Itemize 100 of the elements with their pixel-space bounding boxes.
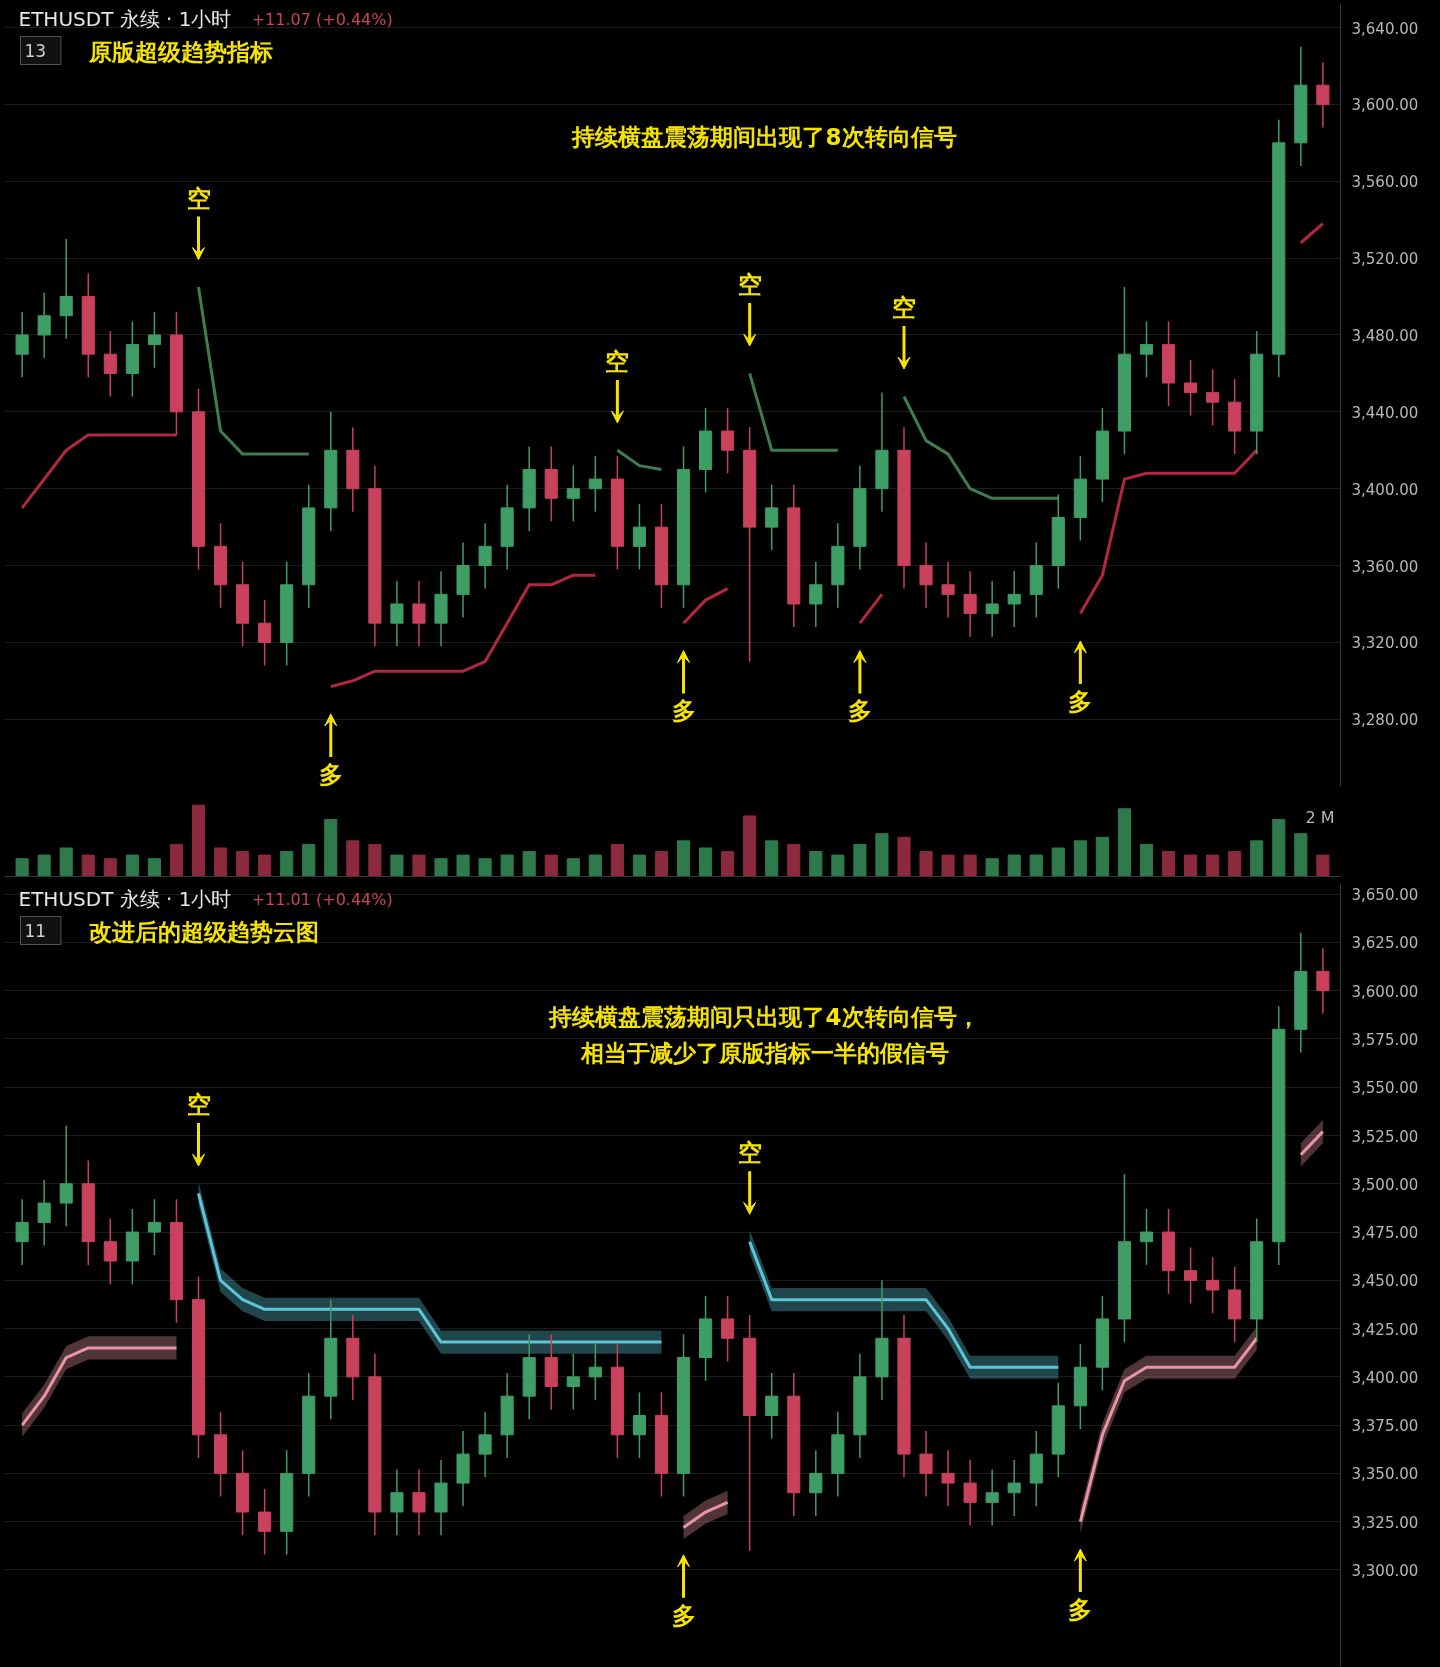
candlestick xyxy=(1184,1246,1198,1305)
candlestick xyxy=(809,560,823,628)
bar xyxy=(456,854,470,877)
bar xyxy=(522,851,536,877)
y-tick-label: 3,575.00 xyxy=(1351,1030,1419,1049)
bar xyxy=(236,851,250,877)
candlestick xyxy=(809,1449,823,1517)
chart-subtitle: ETHUSDT 永续 · 1小时 xyxy=(18,886,232,911)
candlestick xyxy=(15,311,29,378)
candlestick xyxy=(412,580,426,647)
bar xyxy=(1007,854,1021,877)
candlestick xyxy=(1184,359,1198,417)
bar xyxy=(721,851,735,877)
candlestick xyxy=(588,455,602,513)
y-tick-label: 3,300.00 xyxy=(1351,1561,1419,1580)
bar xyxy=(324,818,338,877)
bar xyxy=(390,854,404,877)
annotation: +11.01 (+0.44%) xyxy=(251,889,393,909)
y-tick-label: 3,320.00 xyxy=(1351,634,1419,653)
bar xyxy=(897,836,911,877)
candlestick xyxy=(721,407,735,475)
candlestick xyxy=(765,1372,779,1440)
y-tick-label: 3,450.00 xyxy=(1351,1272,1419,1291)
bar xyxy=(963,854,977,877)
y-tick-label: 3,650.00 xyxy=(1351,886,1419,905)
candlestick xyxy=(1316,947,1330,1015)
candlestick xyxy=(632,1391,646,1459)
candlestick xyxy=(390,1468,404,1536)
bar xyxy=(853,843,867,877)
candlestick xyxy=(478,522,492,590)
candlestick xyxy=(1139,320,1154,378)
y-tick-label: 3,400.00 xyxy=(1351,1368,1419,1387)
candlestick xyxy=(412,1468,426,1536)
candlestick xyxy=(985,1468,999,1527)
candlestick xyxy=(919,541,933,609)
annotation: 空 xyxy=(891,294,916,323)
bar xyxy=(1161,851,1176,877)
bar xyxy=(125,854,139,877)
bar xyxy=(280,851,294,877)
bar xyxy=(81,854,95,877)
annotation: 空 xyxy=(186,1091,211,1120)
annotation: 13 xyxy=(24,40,47,61)
candlestick xyxy=(1007,570,1021,628)
y-tick-label: 3,500.00 xyxy=(1351,1175,1419,1194)
bar xyxy=(258,854,272,877)
bar xyxy=(1073,840,1087,877)
bar xyxy=(169,843,184,877)
bar xyxy=(1051,847,1065,877)
annotation: 相当于减少了原版指标一半的假信号 xyxy=(579,1039,949,1066)
y-tick-label: 3,600.00 xyxy=(1351,982,1419,1001)
y-tick-label: 3,400.00 xyxy=(1351,480,1419,499)
candlestick xyxy=(258,1488,272,1556)
candlestick xyxy=(37,291,51,359)
bar xyxy=(1272,818,1286,877)
bar xyxy=(412,854,426,877)
annotation: +11.07 (+0.44%) xyxy=(251,9,393,29)
y-tick-label: 3,625.00 xyxy=(1351,934,1419,953)
bar xyxy=(831,854,845,877)
bar xyxy=(59,847,73,877)
candlestick xyxy=(37,1179,51,1247)
annotation: 多 xyxy=(671,1601,696,1630)
candlestick xyxy=(632,503,646,571)
y-tick-label: 3,520.00 xyxy=(1351,250,1419,269)
candlestick xyxy=(478,1410,492,1479)
annotation: 多 xyxy=(671,697,696,726)
bar xyxy=(1184,854,1198,877)
y-tick-label: 3,480.00 xyxy=(1351,326,1419,345)
candlestick xyxy=(963,1459,977,1527)
y-tick-label: 3,375.00 xyxy=(1351,1417,1419,1436)
bar xyxy=(302,843,316,877)
candlestick xyxy=(1316,61,1330,129)
y-tick-label: 3,600.00 xyxy=(1351,96,1419,115)
bar xyxy=(544,854,558,877)
candlestick xyxy=(1206,368,1220,427)
candlestick xyxy=(147,311,161,369)
bar xyxy=(1228,851,1242,877)
bar xyxy=(368,843,382,877)
bar xyxy=(1250,840,1264,877)
bar xyxy=(434,858,448,877)
y-tick-label: 3,550.00 xyxy=(1351,1079,1419,1098)
y-tick-label: 3,440.00 xyxy=(1351,403,1419,422)
y-tick-label: 3,360.00 xyxy=(1351,557,1419,576)
bar xyxy=(500,854,514,877)
bar xyxy=(103,858,117,877)
text: 改进后的超级趋势云图 xyxy=(88,918,319,945)
candlestick xyxy=(1007,1459,1021,1517)
y-tick-label: 3,325.00 xyxy=(1351,1513,1419,1532)
y-tick-label: 3,525.00 xyxy=(1351,1127,1419,1146)
annotation: 空 xyxy=(737,271,762,300)
bar xyxy=(765,840,779,877)
bar xyxy=(147,858,161,877)
bar xyxy=(566,858,580,877)
candlestick xyxy=(103,1217,117,1285)
annotation: 持续横盘震荡期间只出现了4次转向信号， xyxy=(548,1003,980,1030)
bar xyxy=(15,858,29,877)
bar xyxy=(654,851,669,877)
y-tick-label: 3,280.00 xyxy=(1351,711,1419,730)
bar xyxy=(1117,808,1132,877)
bar xyxy=(941,854,955,877)
bar xyxy=(1206,854,1220,877)
